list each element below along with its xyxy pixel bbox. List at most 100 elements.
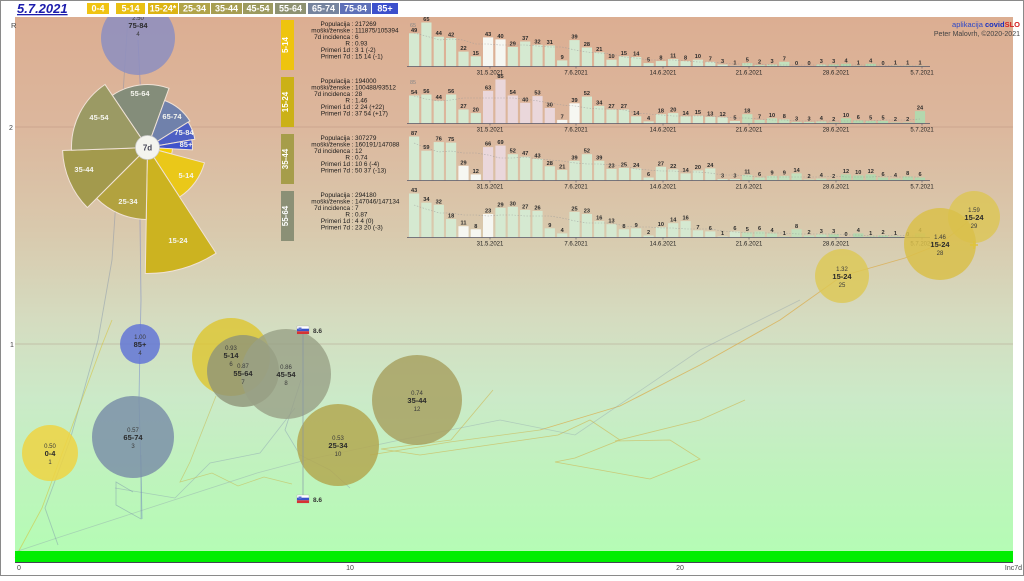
- svg-text:2: 2: [807, 174, 810, 180]
- svg-text:1.46: 1.46: [934, 235, 946, 241]
- svg-text:3: 3: [733, 174, 736, 180]
- svg-text:5: 5: [746, 58, 749, 64]
- svg-text:2: 2: [9, 125, 13, 132]
- svg-text:11: 11: [461, 221, 467, 227]
- svg-text:6: 6: [733, 226, 736, 232]
- svg-text:10: 10: [695, 54, 701, 60]
- svg-text:43: 43: [411, 188, 417, 194]
- svg-text:28.6.2021: 28.6.2021: [823, 242, 850, 248]
- svg-text:15-24: 15-24: [964, 213, 984, 222]
- svg-text:25-34: 25-34: [183, 4, 206, 14]
- svg-text:11: 11: [670, 54, 676, 60]
- svg-text:Primeri 7d: Primeri 7d: [321, 111, 351, 118]
- svg-text:3: 3: [721, 174, 724, 180]
- svg-text:0.86: 0.86: [280, 365, 292, 371]
- svg-text:4: 4: [869, 58, 873, 64]
- svg-text:39: 39: [596, 155, 602, 161]
- svg-text:0.57: 0.57: [127, 428, 139, 434]
- svg-text:Populacija: Populacija: [321, 192, 351, 199]
- svg-text:1: 1: [10, 342, 14, 349]
- svg-text:1: 1: [48, 460, 52, 466]
- svg-text:: 147046/147134: : 147046/147134: [352, 199, 400, 206]
- svg-text:6: 6: [758, 226, 761, 232]
- svg-text:6: 6: [647, 172, 650, 178]
- svg-text:24: 24: [633, 163, 640, 169]
- svg-text:27: 27: [608, 104, 614, 110]
- svg-text:7d: 7d: [143, 144, 152, 153]
- svg-text:55-64: 55-64: [279, 4, 302, 14]
- svg-text:1.32: 1.32: [836, 267, 848, 273]
- svg-text:: 7: : 7: [352, 205, 360, 212]
- svg-text:56: 56: [448, 89, 454, 95]
- svg-text:12: 12: [414, 407, 421, 413]
- svg-text:12: 12: [843, 169, 849, 175]
- svg-text:8: 8: [783, 114, 786, 120]
- svg-text:35-44: 35-44: [281, 148, 290, 169]
- svg-text:: 217269: : 217269: [352, 21, 377, 28]
- svg-text:10: 10: [335, 452, 342, 458]
- svg-text:8: 8: [622, 224, 625, 230]
- svg-text:0.50: 0.50: [44, 444, 56, 450]
- svg-text:34: 34: [596, 100, 603, 106]
- svg-text:4: 4: [136, 32, 140, 38]
- svg-text:: 3 1 (-2): : 3 1 (-2): [352, 47, 376, 54]
- svg-text:63: 63: [485, 85, 491, 91]
- svg-text:7: 7: [241, 380, 245, 386]
- svg-text:15-24: 15-24: [930, 240, 950, 249]
- svg-text:0.53: 0.53: [332, 436, 344, 442]
- svg-text:66: 66: [485, 142, 491, 148]
- svg-text:: 23 20 (-3): : 23 20 (-3): [352, 225, 383, 232]
- svg-text:8.6: 8.6: [313, 497, 322, 504]
- svg-text:31: 31: [547, 40, 553, 46]
- svg-text:: 1.46: : 1.46: [352, 98, 368, 105]
- svg-text:42: 42: [448, 33, 454, 39]
- svg-text:Populacija: Populacija: [321, 21, 351, 28]
- svg-text:65-74: 65-74: [123, 433, 143, 442]
- svg-text:75-84: 75-84: [344, 4, 367, 14]
- svg-text:15: 15: [695, 110, 701, 116]
- svg-text:26: 26: [534, 205, 540, 211]
- svg-text:25-34: 25-34: [118, 197, 138, 206]
- svg-text:16: 16: [682, 216, 688, 222]
- svg-text:21: 21: [596, 47, 602, 53]
- svg-text:1: 1: [783, 231, 786, 237]
- svg-text:21.6.2021: 21.6.2021: [736, 185, 763, 191]
- svg-text:10: 10: [346, 565, 354, 572]
- svg-text:45-54: 45-54: [276, 370, 296, 379]
- svg-text:14: 14: [670, 218, 677, 224]
- svg-text:28.6.2021: 28.6.2021: [823, 71, 850, 77]
- svg-text:4: 4: [561, 228, 565, 234]
- svg-text:8: 8: [795, 224, 798, 230]
- svg-text:24: 24: [707, 163, 714, 169]
- svg-text:27: 27: [522, 204, 528, 210]
- svg-text:6: 6: [709, 226, 712, 232]
- svg-text:28: 28: [547, 161, 553, 167]
- svg-text:5-14: 5-14: [281, 36, 290, 53]
- svg-text:3: 3: [820, 229, 823, 235]
- svg-text:: 0.93: : 0.93: [352, 41, 368, 48]
- svg-text:: 307279: : 307279: [352, 135, 377, 142]
- svg-text:5-14: 5-14: [121, 4, 139, 14]
- svg-text:1.59: 1.59: [968, 208, 980, 214]
- svg-text:20: 20: [695, 165, 701, 171]
- svg-text:21.6.2021: 21.6.2021: [736, 242, 763, 248]
- svg-text:14: 14: [682, 168, 689, 174]
- svg-text:7: 7: [758, 114, 761, 120]
- svg-text:85+: 85+: [377, 4, 392, 14]
- svg-text:9: 9: [548, 223, 551, 229]
- svg-text:8.6: 8.6: [313, 328, 322, 335]
- svg-text:10: 10: [769, 113, 775, 119]
- svg-text:: 50 37 (-13): : 50 37 (-13): [352, 168, 387, 175]
- svg-text:Primeri 1d: Primeri 1d: [321, 161, 351, 168]
- svg-text:Primeri 1d: Primeri 1d: [321, 104, 351, 111]
- svg-text:4: 4: [844, 58, 848, 64]
- svg-text:9: 9: [561, 55, 564, 61]
- svg-text:: 6: : 6: [352, 34, 360, 41]
- svg-text:15-24: 15-24: [168, 236, 188, 245]
- svg-text:8: 8: [284, 381, 288, 387]
- svg-text:7: 7: [709, 56, 712, 62]
- svg-text:28.6.2021: 28.6.2021: [823, 185, 850, 191]
- svg-text:52: 52: [510, 149, 516, 155]
- svg-text:3: 3: [795, 116, 798, 122]
- svg-text:9: 9: [770, 170, 773, 176]
